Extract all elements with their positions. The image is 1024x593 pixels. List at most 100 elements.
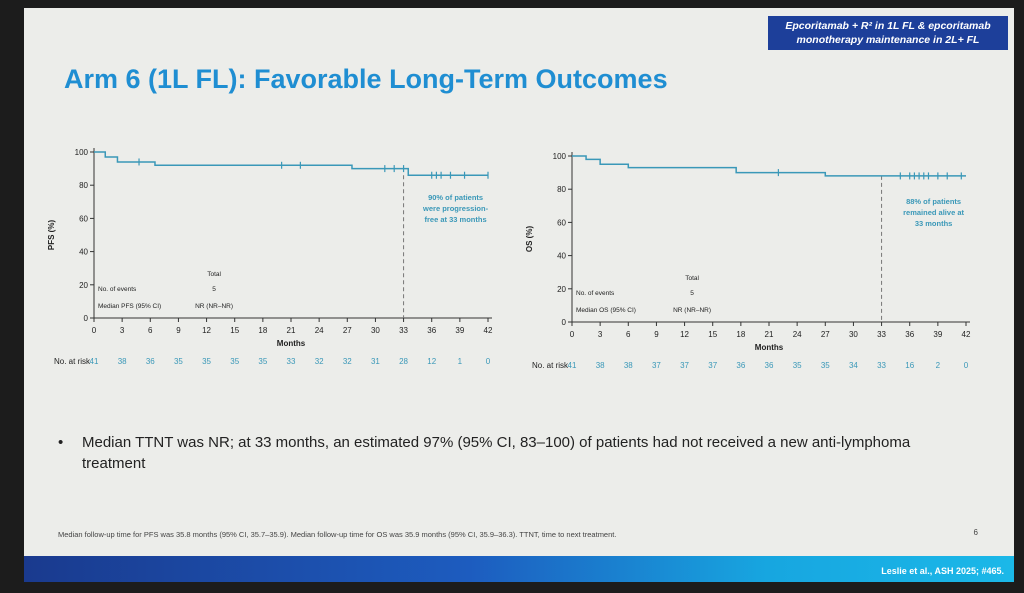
os-annotation-line: remained alive at (903, 208, 964, 217)
pfs-y-tick-label: 100 (75, 148, 89, 157)
os-x-tick-label: 3 (598, 330, 603, 339)
pfs-table-header: Total (207, 271, 221, 278)
pfs-at-risk-value: 35 (230, 357, 239, 366)
os-x-tick-label: 6 (626, 330, 631, 339)
os-at-risk-value: 37 (652, 361, 661, 370)
pfs-x-tick-label: 30 (371, 326, 380, 335)
os-x-tick-label: 36 (905, 330, 914, 339)
os-at-risk-value: 2 (936, 361, 941, 370)
slide: Epcoritamab + R² in 1L FL & epcoritamab … (24, 8, 1014, 582)
os-annotation-line: 88% of patients (906, 197, 961, 206)
os-at-risk-value: 38 (624, 361, 633, 370)
pfs-y-tick-label: 60 (79, 214, 88, 223)
bullet-marker: • (58, 434, 64, 451)
pfs-x-tick-label: 18 (258, 326, 267, 335)
os-y-tick-label: 0 (562, 318, 567, 327)
os-x-tick-label: 42 (962, 330, 971, 339)
pfs-table-row-label: No. of events (98, 286, 137, 293)
os-x-tick-label: 24 (793, 330, 802, 339)
topic-banner: Epcoritamab + R² in 1L FL & epcoritamab … (768, 16, 1008, 50)
os-table-row-label: No. of events (576, 290, 615, 297)
pfs-at-risk-value: 32 (343, 357, 352, 366)
os-x-tick-label: 30 (849, 330, 858, 339)
pfs-y-tick-label: 0 (84, 314, 89, 323)
pfs-at-risk-value: 31 (371, 357, 380, 366)
pfs-at-risk-value: 33 (287, 357, 296, 366)
pfs-at-risk-value: 35 (174, 357, 183, 366)
os-survival-curve (572, 155, 966, 177)
pfs-at-risk-value: 28 (399, 357, 408, 366)
os-table-row-value: NR (NR–NR) (673, 307, 711, 314)
pfs-at-risk-label: No. at risk (54, 357, 91, 366)
os-table-row-label: Median OS (95% CI) (576, 307, 636, 314)
os-x-axis-label: Months (755, 343, 784, 352)
pfs-x-tick-label: 24 (315, 326, 324, 335)
pfs-at-risk-value: 1 (458, 357, 463, 366)
pfs-annotation-line: free at 33 months (425, 215, 487, 224)
pfs-x-tick-label: 36 (427, 326, 436, 335)
pfs-x-tick-label: 9 (176, 326, 181, 335)
pfs-x-tick-label: 12 (202, 326, 211, 335)
os-at-risk-value: 36 (765, 361, 774, 370)
os-y-tick-label: 20 (557, 285, 566, 294)
os-x-tick-label: 0 (570, 330, 575, 339)
os-y-tick-label: 100 (553, 152, 567, 161)
citation: Leslie et al., ASH 2025; #465. (881, 566, 1004, 576)
pfs-at-risk-value: 12 (427, 357, 436, 366)
pfs-at-risk-value: 35 (258, 357, 267, 366)
pfs-at-risk-value: 32 (315, 357, 324, 366)
os-at-risk-value: 37 (708, 361, 717, 370)
pfs-y-tick-label: 80 (79, 181, 88, 190)
pfs-at-risk-value: 36 (146, 357, 155, 366)
os-at-risk-value: 35 (821, 361, 830, 370)
os-x-tick-label: 18 (736, 330, 745, 339)
pfs-table-row-value: NR (NR–NR) (195, 303, 233, 310)
footnote: Median follow-up time for PFS was 35.8 m… (58, 530, 617, 539)
pfs-at-risk-value: 38 (118, 357, 127, 366)
os-y-tick-label: 80 (557, 185, 566, 194)
pfs-at-risk-value: 35 (202, 357, 211, 366)
pfs-at-risk-value: 0 (486, 357, 491, 366)
pfs-x-tick-label: 0 (92, 326, 97, 335)
pfs-x-axis-label: Months (277, 339, 306, 348)
os-at-risk-value: 35 (793, 361, 802, 370)
topic-banner-line-2: monotherapy maintenance in 2L+ FL (796, 34, 980, 46)
os-at-risk-value: 16 (905, 361, 914, 370)
pfs-y-tick-label: 20 (79, 281, 88, 290)
os-at-risk-value: 38 (596, 361, 605, 370)
pfs-annotation-line: 90% of patients (428, 193, 483, 202)
os-x-tick-label: 15 (708, 330, 717, 339)
os-at-risk-value: 33 (877, 361, 886, 370)
os-x-tick-label: 9 (654, 330, 659, 339)
pfs-x-tick-label: 15 (230, 326, 239, 335)
pfs-table-row-label: Median PFS (95% CI) (98, 303, 161, 310)
pfs-x-tick-label: 21 (287, 326, 296, 335)
os-x-tick-label: 27 (821, 330, 830, 339)
footer-bar: Leslie et al., ASH 2025; #465. (24, 556, 1014, 582)
pfs-x-tick-label: 33 (399, 326, 408, 335)
bullet-text: Median TTNT was NR; at 33 months, an est… (82, 434, 911, 472)
os-at-risk-label: No. at risk (532, 361, 569, 370)
pfs-survival-curve (94, 151, 488, 176)
os-at-risk-value: 37 (680, 361, 689, 370)
pfs-y-tick-label: 40 (79, 248, 88, 257)
pfs-annotation-line: were progression- (422, 204, 489, 213)
os-annotation-line: 33 months (915, 219, 953, 228)
pfs-x-tick-label: 39 (455, 326, 464, 335)
os-at-risk-value: 34 (849, 361, 858, 370)
page-number: 6 (973, 528, 978, 537)
os-at-risk-value: 0 (964, 361, 969, 370)
topic-banner-line-1: Epcoritamab + R² in 1L FL & epcoritamab (785, 20, 991, 32)
os-table-row-value: 5 (690, 290, 694, 297)
os-at-risk-value: 36 (736, 361, 745, 370)
pfs-x-tick-label: 42 (484, 326, 493, 335)
pfs-table-row-value: 5 (212, 286, 216, 293)
os-x-tick-label: 39 (933, 330, 942, 339)
os-at-risk-value: 41 (568, 361, 577, 370)
pfs-x-tick-label: 3 (120, 326, 125, 335)
pfs-at-risk-value: 41 (90, 357, 99, 366)
pfs-x-tick-label: 27 (343, 326, 352, 335)
os-y-axis-label: OS (%) (525, 226, 534, 253)
